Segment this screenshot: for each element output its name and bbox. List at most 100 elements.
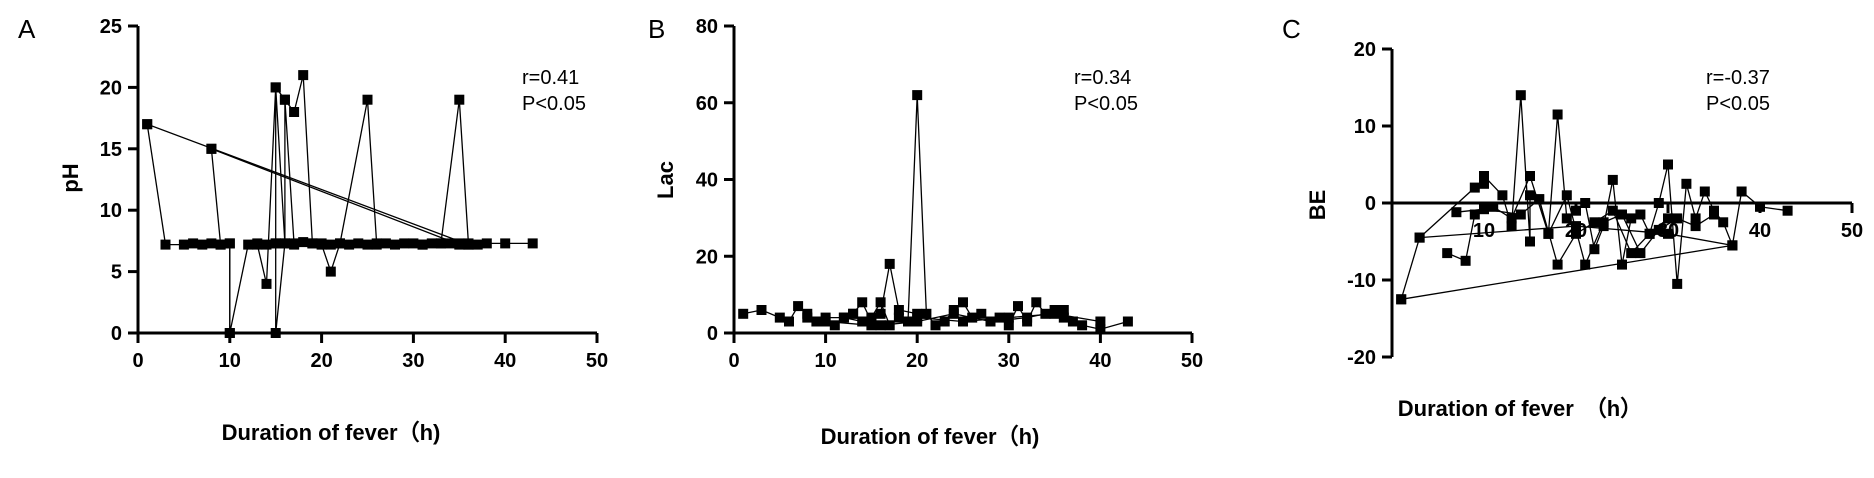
- panel-b-data-point: [939, 316, 950, 327]
- panel-a-x-tick-label: 0: [132, 350, 143, 372]
- panel-b-x-tick-label: 50: [1181, 350, 1203, 372]
- panel-b-data-point: [958, 316, 968, 327]
- panel-c-data-point: [1663, 159, 1673, 170]
- panel-c-data-point: [1644, 228, 1655, 239]
- panel-a-series-line: [256, 74, 378, 285]
- panel-a-x-tick-label: 50: [586, 350, 608, 372]
- panel-c-data-point: [1571, 228, 1581, 239]
- panel-c-data-point: [1653, 198, 1664, 208]
- panel-c-data-point: [1709, 209, 1719, 220]
- panel-b-data-point: [1022, 312, 1033, 323]
- panel-c-data-point: [1515, 209, 1526, 220]
- panel-b-x-axis-title: Duration of fever（h): [821, 424, 1040, 449]
- panel-b-data-point: [930, 320, 941, 331]
- panel-b-data-point: [1095, 316, 1106, 327]
- panel-c-data-point: [1414, 232, 1425, 243]
- panel-c-data-point: [1552, 109, 1563, 120]
- panel-a-data-point: [408, 238, 419, 249]
- panel-b-y-tick-label: 80: [696, 16, 718, 38]
- panel-c-y-tick-label: 20: [1354, 39, 1376, 61]
- panel-c-data-point: [1672, 213, 1683, 224]
- panel-a-data-point: [472, 239, 483, 250]
- panel-a-series-line: [422, 99, 470, 246]
- panel-c: C -20-10010201020304050 r=-0.37 P<0.05 D…: [1282, 14, 1863, 421]
- panel-c-data-point: [1617, 259, 1627, 270]
- panel-c-data-point: [1506, 213, 1517, 224]
- panel-c-p-annotation: P<0.05: [1706, 93, 1770, 115]
- panel-c-data-point: [1626, 248, 1637, 259]
- panel-b-series-line: [743, 95, 1129, 330]
- panel-b-data-point: [738, 308, 749, 319]
- panel-a-r-annotation: r=0.41: [522, 67, 579, 89]
- panel-c-series-line: [1419, 225, 1733, 247]
- panel-a-data-point: [279, 238, 290, 249]
- panel-c-data-point: [1571, 205, 1581, 216]
- panel-c-x-tick-label: 50: [1841, 220, 1863, 242]
- panel-a-data-point: [298, 237, 309, 248]
- panel-b-y-tick-label: 60: [696, 93, 718, 115]
- panel-c-data-point: [1663, 213, 1673, 224]
- panel-a-data-point: [289, 239, 300, 250]
- panel-a-plot: 0 5 10 15 20 25 0 10 20 30 40 50: [100, 16, 608, 372]
- panel-a-x-tick-label: 10: [219, 350, 241, 372]
- panel-a-data-point: [178, 239, 189, 250]
- panel-b-data-point: [774, 312, 785, 323]
- panel-c-data-point: [1727, 240, 1738, 251]
- panel-a-y-tick-label: 25: [100, 16, 122, 38]
- panel-c-data-point: [1699, 186, 1710, 197]
- panel-label-c: C: [1282, 14, 1301, 44]
- panel-c-x-axis-title: Duration of fever （h）: [1398, 396, 1642, 421]
- panel-a-data-point: [160, 239, 171, 250]
- panel-c-data-point: [1396, 294, 1407, 305]
- panel-c-x-tick-label: 10: [1473, 220, 1495, 242]
- panel-a-y-axis-title: pH: [58, 163, 83, 192]
- panel-c-data-point: [1718, 217, 1729, 228]
- panel-b-x-tick-label: 20: [906, 350, 928, 372]
- panel-label-a: A: [18, 14, 36, 44]
- panel-b-data-point: [1077, 320, 1088, 331]
- panel-b-data-point: [1095, 324, 1106, 335]
- panel-b-data-point: [884, 258, 895, 269]
- panel-c-series-line: [1401, 244, 1733, 300]
- panel-c-data-point: [1506, 221, 1517, 232]
- panel-a-data-point: [243, 239, 254, 250]
- panel-a-data-point: [463, 239, 474, 250]
- panel-c-data-point: [1589, 244, 1600, 255]
- panel-b-data-point: [976, 308, 987, 319]
- panel-b-data-point: [912, 316, 923, 327]
- panel-b-data-point: [848, 308, 859, 319]
- panel-c-data-point: [1635, 209, 1646, 220]
- panel-a-series-line: [146, 123, 469, 246]
- panel-a-y-tick-label: 5: [111, 262, 122, 284]
- panel-a-data-point: [206, 143, 217, 154]
- panel-c-data-point: [1497, 190, 1508, 201]
- panel-b-series-line: [807, 309, 1064, 326]
- panel-b-data-point: [1058, 312, 1069, 323]
- panel-b-x-tick-label: 10: [814, 350, 836, 372]
- panel-a-data-point: [527, 238, 538, 249]
- panel-a-data-point: [362, 94, 373, 105]
- panel-b-plot: 0 20 40 60 80 0 10 20 30 40 50: [696, 16, 1203, 372]
- panel-b-data-point: [820, 316, 831, 327]
- panel-b-data-point: [903, 316, 913, 327]
- panel-a-x-tick-label: 40: [494, 350, 516, 372]
- panel-a-data-point: [270, 238, 281, 249]
- panel-c-y-tick-label: 10: [1354, 116, 1376, 138]
- panel-c-data-point: [1515, 90, 1526, 101]
- panel-a-x-axis-title: Duration of fever（h): [222, 420, 441, 445]
- panel-b-data-point: [1122, 316, 1133, 327]
- panel-c-data-point: [1580, 198, 1591, 208]
- panel-a-data-point: [344, 239, 355, 250]
- panel-c-data-point: [1561, 190, 1572, 201]
- panel-b-data-point: [1058, 305, 1069, 315]
- panel-c-data-point: [1755, 201, 1765, 212]
- panel-b-data-point: [802, 312, 813, 323]
- panel-b-data-point: [1003, 312, 1014, 323]
- panel-c-data-point: [1690, 213, 1701, 224]
- panel-b-data-point: [784, 316, 794, 327]
- panel-b-y-tick-label: 40: [696, 170, 718, 192]
- panel-b-data-point: [875, 320, 886, 331]
- panel-b: B 0 20 40 60 80 0 10 20 30 40 50 r=0.34 P<0.05 Dur…: [648, 14, 1203, 449]
- panel-c-y-tick-label: -10: [1347, 270, 1376, 292]
